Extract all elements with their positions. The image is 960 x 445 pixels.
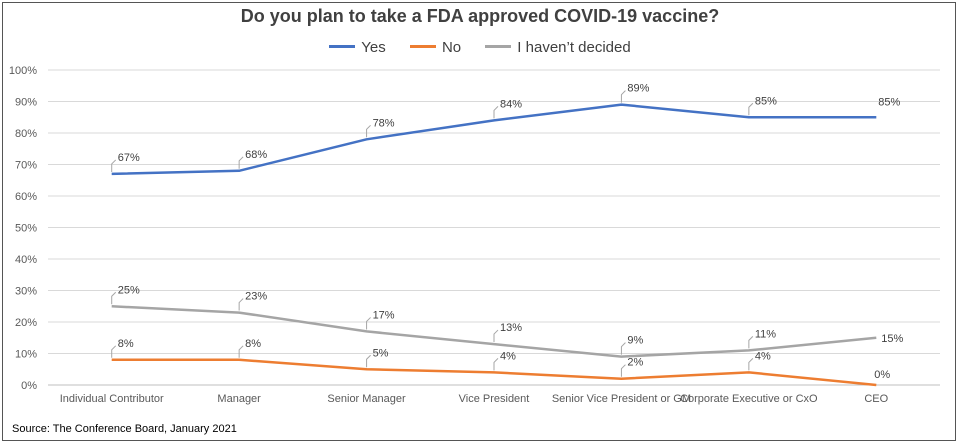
source-note: Source: The Conference Board, January 20… [12,423,237,435]
x-tick-label: Individual Contributor [60,393,164,405]
legend: Yes No I haven’t decided [0,39,960,56]
y-tick-label: 0% [21,380,37,392]
data-label-leader [238,345,244,358]
data-label: 23% [245,291,267,303]
data-label: 17% [373,309,395,321]
data-label-leader [366,354,371,368]
legend-label-yes: Yes [361,39,386,56]
legend-swatch-undecided [485,44,512,48]
data-label: 11% [755,328,776,340]
y-tick-label: 60% [15,191,37,203]
data-label-leader [493,358,499,371]
legend-item-undecided: I haven’t decided [485,39,631,56]
y-tick-label: 20% [15,317,37,329]
data-label: 68% [245,149,267,161]
y-tick-label: 30% [15,286,37,298]
data-label-leader [238,298,244,311]
data-label: 15% [881,333,903,345]
data-label: 84% [500,98,522,110]
legend-label-no: No [441,39,462,56]
data-label-leader [366,317,371,330]
data-label: 0% [874,369,890,381]
data-label: 78% [373,117,395,129]
legend-item-yes: Yes [329,39,386,56]
legend-item-no: No [409,39,462,56]
y-tick-label: 70% [15,160,37,172]
data-label: 5% [373,347,389,359]
data-label-leader [111,291,117,305]
x-tick-label: Vice President [459,393,530,405]
data-label: 67% [118,152,140,164]
legend-swatch-no [409,44,436,48]
legend-swatch-yes [329,44,356,48]
data-label-leader [620,342,626,355]
data-label-leader [748,358,754,371]
data-label: 2% [627,357,643,369]
data-label-leader [238,156,244,169]
y-tick-label: 90% [15,97,37,109]
data-label: 8% [245,338,261,350]
data-label-leader [620,364,626,377]
data-label: 89% [627,83,649,95]
y-tick-label: 80% [15,128,37,140]
data-label: 9% [627,335,643,347]
y-tick-label: 40% [15,254,37,266]
x-tick-label: Corporate Executive or CxO [680,393,818,405]
chart-title: Do you plan to take a FDA approved COVID… [240,6,720,26]
data-label-leader [111,159,117,172]
x-tick-label: Senior Vice President or GM [552,393,691,405]
data-label-leader [748,335,754,349]
legend-label-undecided: I haven’t decided [517,39,631,56]
y-tick-label: 50% [15,223,37,235]
data-label-leader [620,90,626,103]
data-label: 4% [755,350,771,362]
series-line-1 [111,358,877,387]
y-tick-label: 100% [9,65,37,77]
series-line-2 [111,305,877,358]
data-label-leader [493,106,499,119]
data-label: 8% [118,338,134,350]
series-line-0 [111,103,877,176]
data-label-leader [111,345,117,358]
data-label-leader [493,329,499,343]
data-label: 85% [878,96,900,108]
x-tick-label: Senior Manager [327,393,406,405]
data-label: 4% [500,350,516,362]
y-tick-label: 10% [15,349,37,361]
data-label-leader [748,102,754,116]
data-label: 85% [755,95,777,107]
data-label: 25% [118,284,140,296]
x-tick-label: CEO [864,393,888,405]
data-label-leader [366,124,371,138]
x-tick-label: Manager [217,393,261,405]
data-label: 13% [500,322,522,334]
